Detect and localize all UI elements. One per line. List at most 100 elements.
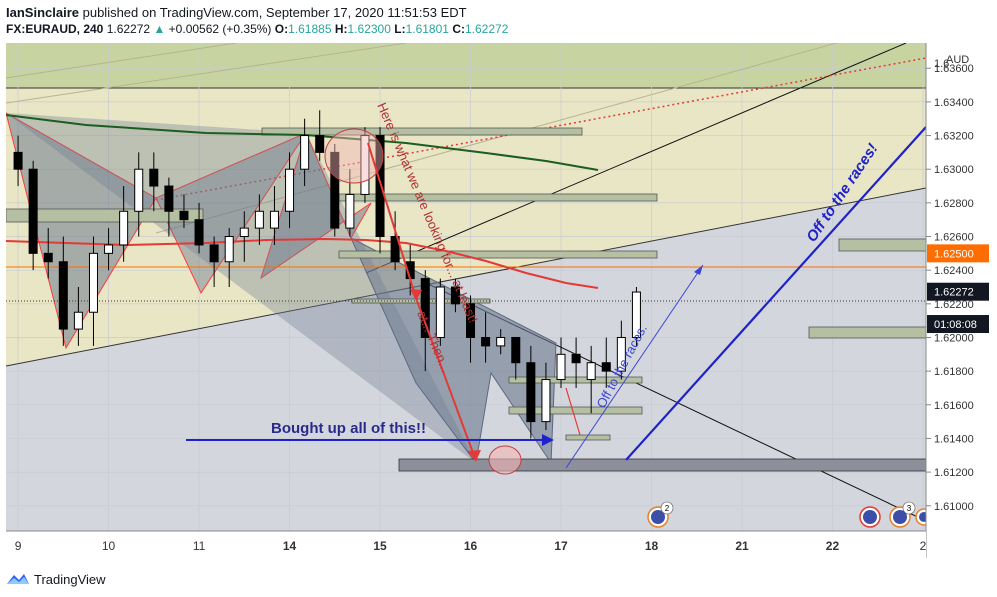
price-tick-label-12: 1.63400 <box>934 97 974 109</box>
candle-20 <box>315 110 325 161</box>
candle-8 <box>134 152 144 237</box>
low-value: 1.61801 <box>405 22 449 36</box>
chart-header: IanSinclaire published on TradingView.co… <box>6 4 991 38</box>
price-mark-label-0: 1.62500 <box>934 248 974 260</box>
zone-box-4 <box>338 250 658 259</box>
candle-body-30 <box>466 303 476 338</box>
moving-average-red <box>5 237 599 289</box>
candle-body-2 <box>43 252 53 263</box>
time-axis-background[interactable] <box>6 531 926 558</box>
candle-body-10 <box>164 185 174 212</box>
candle-body-18 <box>285 168 295 212</box>
candle-body-17 <box>269 210 279 229</box>
time-tick-label-9: 22 <box>826 539 840 553</box>
red-small-arrow <box>565 387 581 436</box>
candle-body-20 <box>315 135 325 153</box>
candle-30 <box>466 295 476 363</box>
price-tick-label-6: 1.62200 <box>934 299 974 311</box>
candle-body-39 <box>601 362 611 372</box>
candle-40 <box>616 320 626 380</box>
price-mark-bg-1 <box>927 282 989 301</box>
price-tick-label-11: 1.63200 <box>934 131 974 143</box>
event-icon-2[interactable] <box>859 506 881 528</box>
low-label: L: <box>394 22 406 36</box>
time-tick-label-1: 10 <box>102 539 116 553</box>
price-chart[interactable]: Bought up all of this!! Off to the races… <box>5 17 991 558</box>
price-mark-label-1: 1.62272 <box>934 287 974 299</box>
published-text: published on TradingView.com, September … <box>82 5 467 20</box>
candle-body-11 <box>179 210 189 221</box>
candle-body-1 <box>28 168 38 254</box>
price-tick-label-5: 1.62000 <box>934 332 974 344</box>
upper-zone-fill <box>6 43 926 88</box>
candle-16 <box>254 194 264 245</box>
candle-10 <box>164 177 174 237</box>
price-tick-label-8: 1.62600 <box>934 232 974 244</box>
fan-line-1 <box>5 42 237 79</box>
price-tick-label-7: 1.62400 <box>934 265 974 277</box>
ohlc-legend: FX:EURAUD, 240 1.62272 ▲ +0.00562 (+0.35… <box>6 21 991 38</box>
zone-box-1 <box>261 127 583 136</box>
candle-18 <box>285 152 295 229</box>
candle-3 <box>58 236 68 346</box>
candle-body-37 <box>571 353 581 364</box>
harmonic-pattern-mid <box>155 131 308 295</box>
candle-body-31 <box>481 336 491 347</box>
candle-29 <box>450 278 460 313</box>
candle-4 <box>73 287 83 346</box>
open-value: 1.61885 <box>288 22 332 36</box>
candle-body-40 <box>616 336 626 372</box>
time-tick-label-4: 15 <box>373 539 387 553</box>
candle-body-33 <box>511 336 521 364</box>
candle-23 <box>360 127 370 203</box>
close-value: 1.62272 <box>464 22 509 36</box>
candle-body-14 <box>224 236 234 263</box>
time-tick-label-0: 9 <box>15 539 22 553</box>
event-icon-3[interactable]: 3 <box>889 501 916 528</box>
candle-14 <box>224 228 234 287</box>
grid-lines <box>6 43 926 531</box>
high-label: H: <box>334 22 348 36</box>
candle-2 <box>43 228 53 279</box>
candle-body-15 <box>239 227 249 238</box>
event-icon-1[interactable]: 2 <box>647 501 674 528</box>
candle-body-16 <box>254 210 264 229</box>
publish-info: IanSinclaire published on TradingView.co… <box>6 4 991 21</box>
candle-33 <box>511 336 521 380</box>
candle-36 <box>556 337 566 388</box>
candle-25 <box>390 211 400 271</box>
candle-body-8 <box>134 168 144 212</box>
time-axis-ticks: 9 10 11 14 15 16 17 18 21 22 2 <box>15 539 927 553</box>
candle-31 <box>481 312 491 363</box>
tradingview-brand[interactable]: TradingView <box>34 571 106 587</box>
price-tick-label-10: 1.63000 <box>934 164 974 176</box>
candle-body-35 <box>541 379 551 423</box>
chart-area[interactable]: Bought up all of this!! Off to the races… <box>5 17 991 558</box>
bought-annotation: Bought up all of this!! <box>271 420 426 437</box>
high-value: 1.62300 <box>347 22 391 36</box>
price-tick-label-0: 1.61000 <box>934 501 974 513</box>
candle-body-41 <box>631 291 641 338</box>
price-tick-label-1: 1.61200 <box>934 467 974 479</box>
candle-28 <box>435 278 445 346</box>
price-tick-label-2: 1.61400 <box>934 433 974 445</box>
candle-24 <box>375 127 385 254</box>
fan-line-2 <box>5 42 407 104</box>
time-tick-label-5: 16 <box>464 539 478 553</box>
candle-body-34 <box>526 362 536 423</box>
candle-6 <box>104 228 114 271</box>
tradingview-logo-icon[interactable] <box>6 572 30 586</box>
candle-41 <box>631 287 641 346</box>
highlight-circle-bottom <box>488 445 522 475</box>
candle-body-19 <box>300 135 310 170</box>
candle-body-4 <box>73 311 83 330</box>
candle-body-7 <box>119 210 129 246</box>
candle-body-3 <box>58 261 68 330</box>
candle-22 <box>345 169 355 237</box>
price-mark-label-2: 01:08:08 <box>934 319 977 331</box>
candle-body-22 <box>345 193 355 229</box>
publisher-name[interactable]: IanSinclaire <box>6 5 79 20</box>
time-tick-label-10: 2 <box>920 539 927 553</box>
footer: TradingView <box>6 568 106 590</box>
candle-body-28 <box>435 286 445 338</box>
